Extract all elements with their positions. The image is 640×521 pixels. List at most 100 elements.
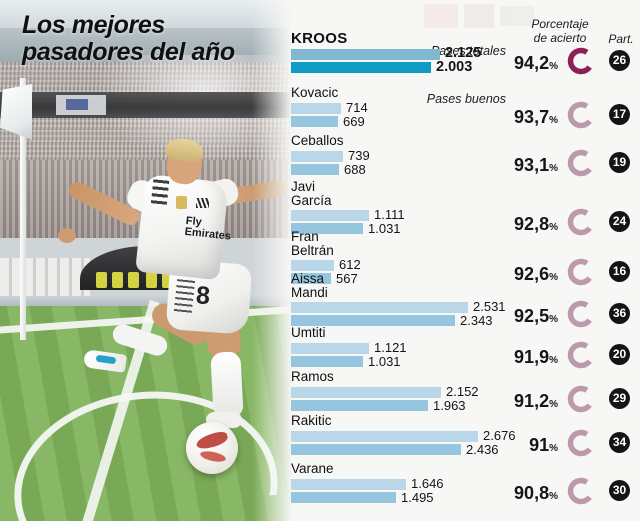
player-photo: 8 Fly Emirates	[0, 0, 292, 521]
player-name: KROOS	[291, 30, 348, 47]
bar-total-passes	[291, 260, 334, 271]
value-good-passes: 688	[344, 162, 366, 177]
percent-symbol: %	[549, 399, 558, 410]
bar-total-passes	[291, 49, 440, 60]
value-total-passes: 2.152	[446, 384, 479, 399]
accuracy-donut-icon	[566, 384, 596, 414]
bar-total-passes	[291, 210, 369, 221]
photo-stadium-band	[0, 92, 292, 118]
value-good-passes: 1.963	[433, 398, 466, 413]
value-total-passes: 2.676	[483, 428, 516, 443]
accuracy-percentage: 91,9%	[514, 347, 558, 367]
participations-badge: 16	[609, 261, 630, 282]
accuracy-percentage: 92,6%	[514, 264, 558, 284]
bar-good-passes	[291, 62, 431, 73]
participations-badge: 26	[609, 50, 630, 71]
accuracy-percentage: 92,8%	[514, 214, 558, 234]
bar-total-passes	[291, 479, 406, 490]
bar-good-passes	[291, 492, 396, 503]
value-total-passes: 1.646	[411, 476, 444, 491]
value-good-passes: 2.003	[436, 59, 473, 75]
bar-good-passes	[291, 400, 428, 411]
percent-symbol: %	[549, 491, 558, 502]
accuracy-percentage: 90,8%	[514, 483, 558, 503]
photo-player-brand-logo	[196, 198, 209, 208]
accuracy-donut-icon	[566, 340, 596, 370]
player-name: Rakitic	[291, 413, 332, 428]
photo-football	[186, 422, 238, 474]
value-good-passes: 1.495	[401, 490, 434, 505]
value-good-passes: 2.343	[460, 313, 493, 328]
percent-symbol: %	[549, 314, 558, 325]
bar-total-passes	[291, 103, 341, 114]
player-name: Ceballos	[291, 133, 344, 148]
value-good-passes: 1.031	[368, 221, 401, 236]
percent-symbol: %	[549, 272, 558, 283]
value-total-passes: 612	[339, 257, 361, 272]
bar-total-passes	[291, 387, 441, 398]
accuracy-percentage: 93,1%	[514, 155, 558, 175]
percent-symbol: %	[549, 222, 558, 233]
value-good-passes: 669	[343, 114, 365, 129]
accuracy-donut-icon	[566, 100, 596, 130]
photo-steward-vest	[96, 272, 107, 288]
participations-badge: 30	[609, 480, 630, 501]
legend-total-passes: Pases totales	[430, 44, 506, 58]
value-total-passes: 714	[346, 100, 368, 115]
player-name: Kovacic	[291, 85, 339, 100]
bar-good-passes	[291, 116, 338, 127]
photo-fade-overlay	[252, 0, 292, 521]
bar-good-passes	[291, 315, 455, 326]
bar-total-passes	[291, 431, 478, 442]
value-total-passes: 1.121	[374, 340, 407, 355]
accuracy-percentage: 91%	[529, 435, 558, 455]
bar-good-passes	[291, 273, 331, 284]
accuracy-donut-icon	[566, 257, 596, 287]
photo-steward-vest	[112, 272, 123, 288]
accuracy-donut-icon	[566, 428, 596, 458]
value-total-passes: 1.111	[374, 207, 405, 222]
bar-good-passes	[291, 444, 461, 455]
photo-corner-flag-pole	[20, 78, 26, 340]
participations-badge: 19	[609, 152, 630, 173]
page-title: Los mejores pasadores del año	[22, 11, 235, 66]
participations-badge: 34	[609, 432, 630, 453]
value-good-passes: 2.436	[466, 442, 499, 457]
bar-good-passes	[291, 164, 339, 175]
column-header-participations: Part.	[608, 32, 634, 46]
value-total-passes: 2.531	[473, 299, 506, 314]
accuracy-donut-icon	[566, 148, 596, 178]
accuracy-percentage: 91,2%	[514, 391, 558, 411]
bar-total-passes	[291, 151, 343, 162]
photo-player-jersey-stripes	[150, 179, 170, 207]
player-name: Ramos	[291, 369, 334, 384]
bar-good-passes	[291, 356, 363, 367]
photo-steward-vest	[162, 272, 173, 288]
player-name: Javi García	[291, 179, 332, 208]
photo-player-club-badge	[176, 196, 187, 209]
participations-badge: 17	[609, 104, 630, 125]
photo-steward-vest	[128, 272, 139, 288]
player-name: Fran Beltrán	[291, 229, 334, 258]
participations-badge: 20	[609, 344, 630, 365]
photo-player-left-hand	[58, 228, 76, 243]
accuracy-percentage: 94,2%	[514, 53, 558, 73]
percent-symbol: %	[549, 61, 558, 72]
accuracy-percentage: 92,5%	[514, 306, 558, 326]
player-name: Aissa Mandi	[291, 271, 328, 300]
accuracy-donut-icon	[566, 46, 596, 76]
participations-badge: 24	[609, 211, 630, 232]
percent-symbol: %	[549, 163, 558, 174]
participations-badge: 36	[609, 303, 630, 324]
participations-badge: 29	[609, 388, 630, 409]
watermark	[424, 2, 534, 30]
photo-player-sponsor-text: Fly Emirates	[184, 214, 232, 243]
percent-symbol: %	[549, 443, 558, 454]
accuracy-percentage: 93,7%	[514, 107, 558, 127]
photo-seats	[0, 258, 90, 300]
photo-player-right-sock	[210, 351, 244, 419]
value-good-passes: 1.031	[368, 354, 401, 369]
accuracy-donut-icon	[566, 299, 596, 329]
value-total-passes: 2.125	[445, 45, 482, 61]
